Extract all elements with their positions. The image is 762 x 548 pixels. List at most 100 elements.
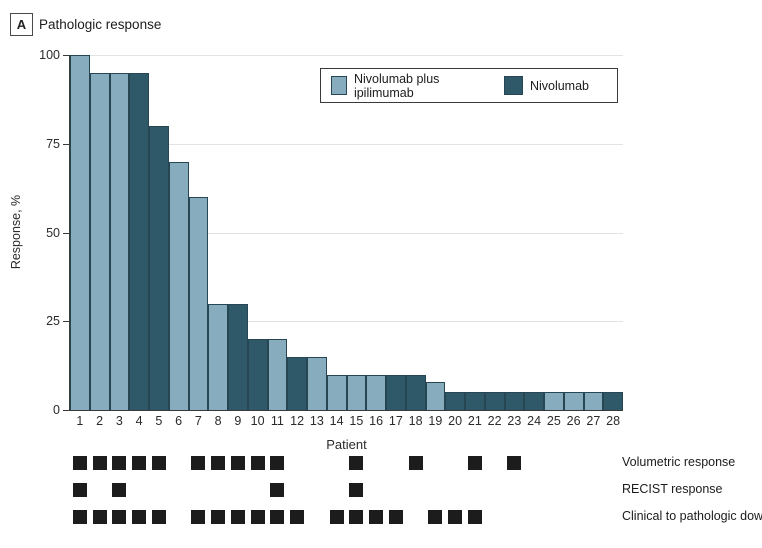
marker-cell-patient-27 bbox=[584, 509, 604, 524]
bar bbox=[544, 392, 564, 410]
bar bbox=[307, 356, 327, 410]
x-tick-label: 25 bbox=[546, 414, 561, 428]
marker-cell-patient-14 bbox=[327, 455, 347, 470]
marker-cell-patient-5 bbox=[149, 455, 169, 470]
x-tick-label: 22 bbox=[487, 414, 502, 428]
marker-row bbox=[70, 509, 623, 524]
marker-square bbox=[408, 455, 423, 470]
marker-cell-patient-23 bbox=[505, 482, 525, 497]
x-tick-label: 3 bbox=[115, 414, 123, 428]
marker-cell-patient-5 bbox=[149, 482, 169, 497]
bar bbox=[267, 339, 288, 410]
bar bbox=[504, 392, 525, 410]
marker-cell-patient-22 bbox=[485, 455, 505, 470]
x-tick-label: 19 bbox=[428, 414, 443, 428]
x-tick-label: 1 bbox=[76, 414, 84, 428]
marker-row-label: Volumetric response bbox=[622, 455, 736, 469]
bar bbox=[484, 392, 505, 410]
bar-column-patient-5 bbox=[149, 55, 169, 410]
x-tick-label: 28 bbox=[606, 414, 621, 428]
x-tick-label: 9 bbox=[234, 414, 242, 428]
marker-cell-patient-24 bbox=[524, 455, 544, 470]
legend-swatch bbox=[503, 76, 523, 95]
marker-square bbox=[230, 509, 245, 524]
marker-cell-patient-10 bbox=[248, 455, 268, 470]
plot-area: 0 25 50 75 100 bbox=[39, 48, 623, 417]
marker-square bbox=[250, 455, 265, 470]
bar-column-patient-24 bbox=[524, 55, 544, 410]
bar-column-patient-16 bbox=[366, 55, 386, 410]
marker-cell-patient-4 bbox=[129, 482, 149, 497]
x-tick-label: 16 bbox=[369, 414, 384, 428]
y-tick bbox=[63, 410, 69, 411]
y-tick-label: 75 bbox=[46, 136, 60, 151]
bar-column-patient-19 bbox=[425, 55, 446, 410]
marker-cell-patient-17 bbox=[386, 482, 406, 497]
marker-row-label: Clinical to pathologic dow bbox=[622, 509, 762, 523]
legend-label: Nivolumab plus ipilimumab bbox=[353, 71, 440, 100]
bar-column-patient-7 bbox=[188, 55, 209, 410]
bar bbox=[603, 392, 623, 410]
marker-cell-patient-1 bbox=[70, 455, 90, 470]
panel-title: Pathologic response bbox=[39, 17, 162, 32]
bar-column-patient-18 bbox=[405, 55, 426, 410]
bar bbox=[524, 392, 544, 410]
marker-cell-patient-20 bbox=[445, 509, 465, 524]
y-tick-label: 0 bbox=[53, 403, 60, 417]
marker-square bbox=[191, 509, 206, 524]
marker-cell-patient-25 bbox=[544, 509, 564, 524]
marker-cell-patient-14 bbox=[327, 482, 347, 497]
marker-cell-patient-21 bbox=[465, 482, 485, 497]
x-axis-title: Patient bbox=[326, 437, 367, 452]
bar-column-patient-11 bbox=[267, 55, 288, 410]
bar bbox=[326, 374, 347, 410]
marker-square bbox=[349, 509, 364, 524]
grid-line bbox=[70, 55, 623, 56]
marker-square bbox=[507, 455, 522, 470]
x-tick-label: 21 bbox=[467, 414, 482, 428]
bar-column-patient-23 bbox=[504, 55, 525, 410]
marker-cell-patient-3 bbox=[110, 482, 130, 497]
marker-cell-patient-12 bbox=[287, 482, 307, 497]
x-tick-label: 27 bbox=[586, 414, 601, 428]
marker-square bbox=[270, 509, 285, 524]
marker-cell-patient-15 bbox=[347, 455, 367, 470]
x-axis-tick-labels: 1 2 3 4 5 6 7 8 9 10 11 12 13 14 15 16 17 18 19 20 21 22 23 24 2… bbox=[70, 414, 623, 428]
marker-square bbox=[132, 455, 147, 470]
y-tick bbox=[63, 143, 69, 145]
x-tick-label: 2 bbox=[96, 414, 104, 428]
bar-column-patient-15 bbox=[346, 55, 367, 410]
x-tick-label: 20 bbox=[448, 414, 463, 428]
marker-square bbox=[151, 509, 166, 524]
marker-cell-patient-19 bbox=[426, 482, 446, 497]
bar-column-patient-12 bbox=[287, 55, 307, 410]
bar-column-patient-27 bbox=[583, 55, 604, 410]
y-tick-label: 25 bbox=[46, 314, 60, 329]
marker-cell-patient-22 bbox=[485, 509, 505, 524]
bar-column-patient-3 bbox=[109, 55, 130, 410]
marker-cell-patient-26 bbox=[564, 509, 584, 524]
marker-cell-patient-6 bbox=[169, 509, 189, 524]
bar bbox=[405, 374, 426, 410]
y-tick-label: 100 bbox=[39, 48, 60, 62]
marker-cell-patient-16 bbox=[366, 509, 386, 524]
marker-cell-patient-8 bbox=[208, 482, 228, 497]
marker-square bbox=[72, 509, 87, 524]
marker-cell-patient-14 bbox=[327, 509, 347, 524]
marker-cell-patient-23 bbox=[505, 455, 525, 470]
bar bbox=[129, 72, 149, 410]
marker-cell-patient-13 bbox=[307, 482, 327, 497]
x-tick-label: 15 bbox=[349, 414, 364, 428]
marker-cell-patient-16 bbox=[366, 482, 386, 497]
bar bbox=[188, 197, 209, 410]
y-tick bbox=[63, 55, 69, 56]
chart-legend: Nivolumab plus ipilimumab Nivolumab bbox=[320, 68, 618, 103]
bar-column-patient-17 bbox=[386, 55, 406, 410]
marker-square bbox=[270, 482, 285, 497]
marker-cell-patient-23 bbox=[505, 509, 525, 524]
marker-cell-patient-19 bbox=[426, 509, 446, 524]
bar-column-patient-2 bbox=[89, 55, 110, 410]
marker-cell-patient-3 bbox=[110, 455, 130, 470]
bar-column-patient-25 bbox=[544, 55, 564, 410]
